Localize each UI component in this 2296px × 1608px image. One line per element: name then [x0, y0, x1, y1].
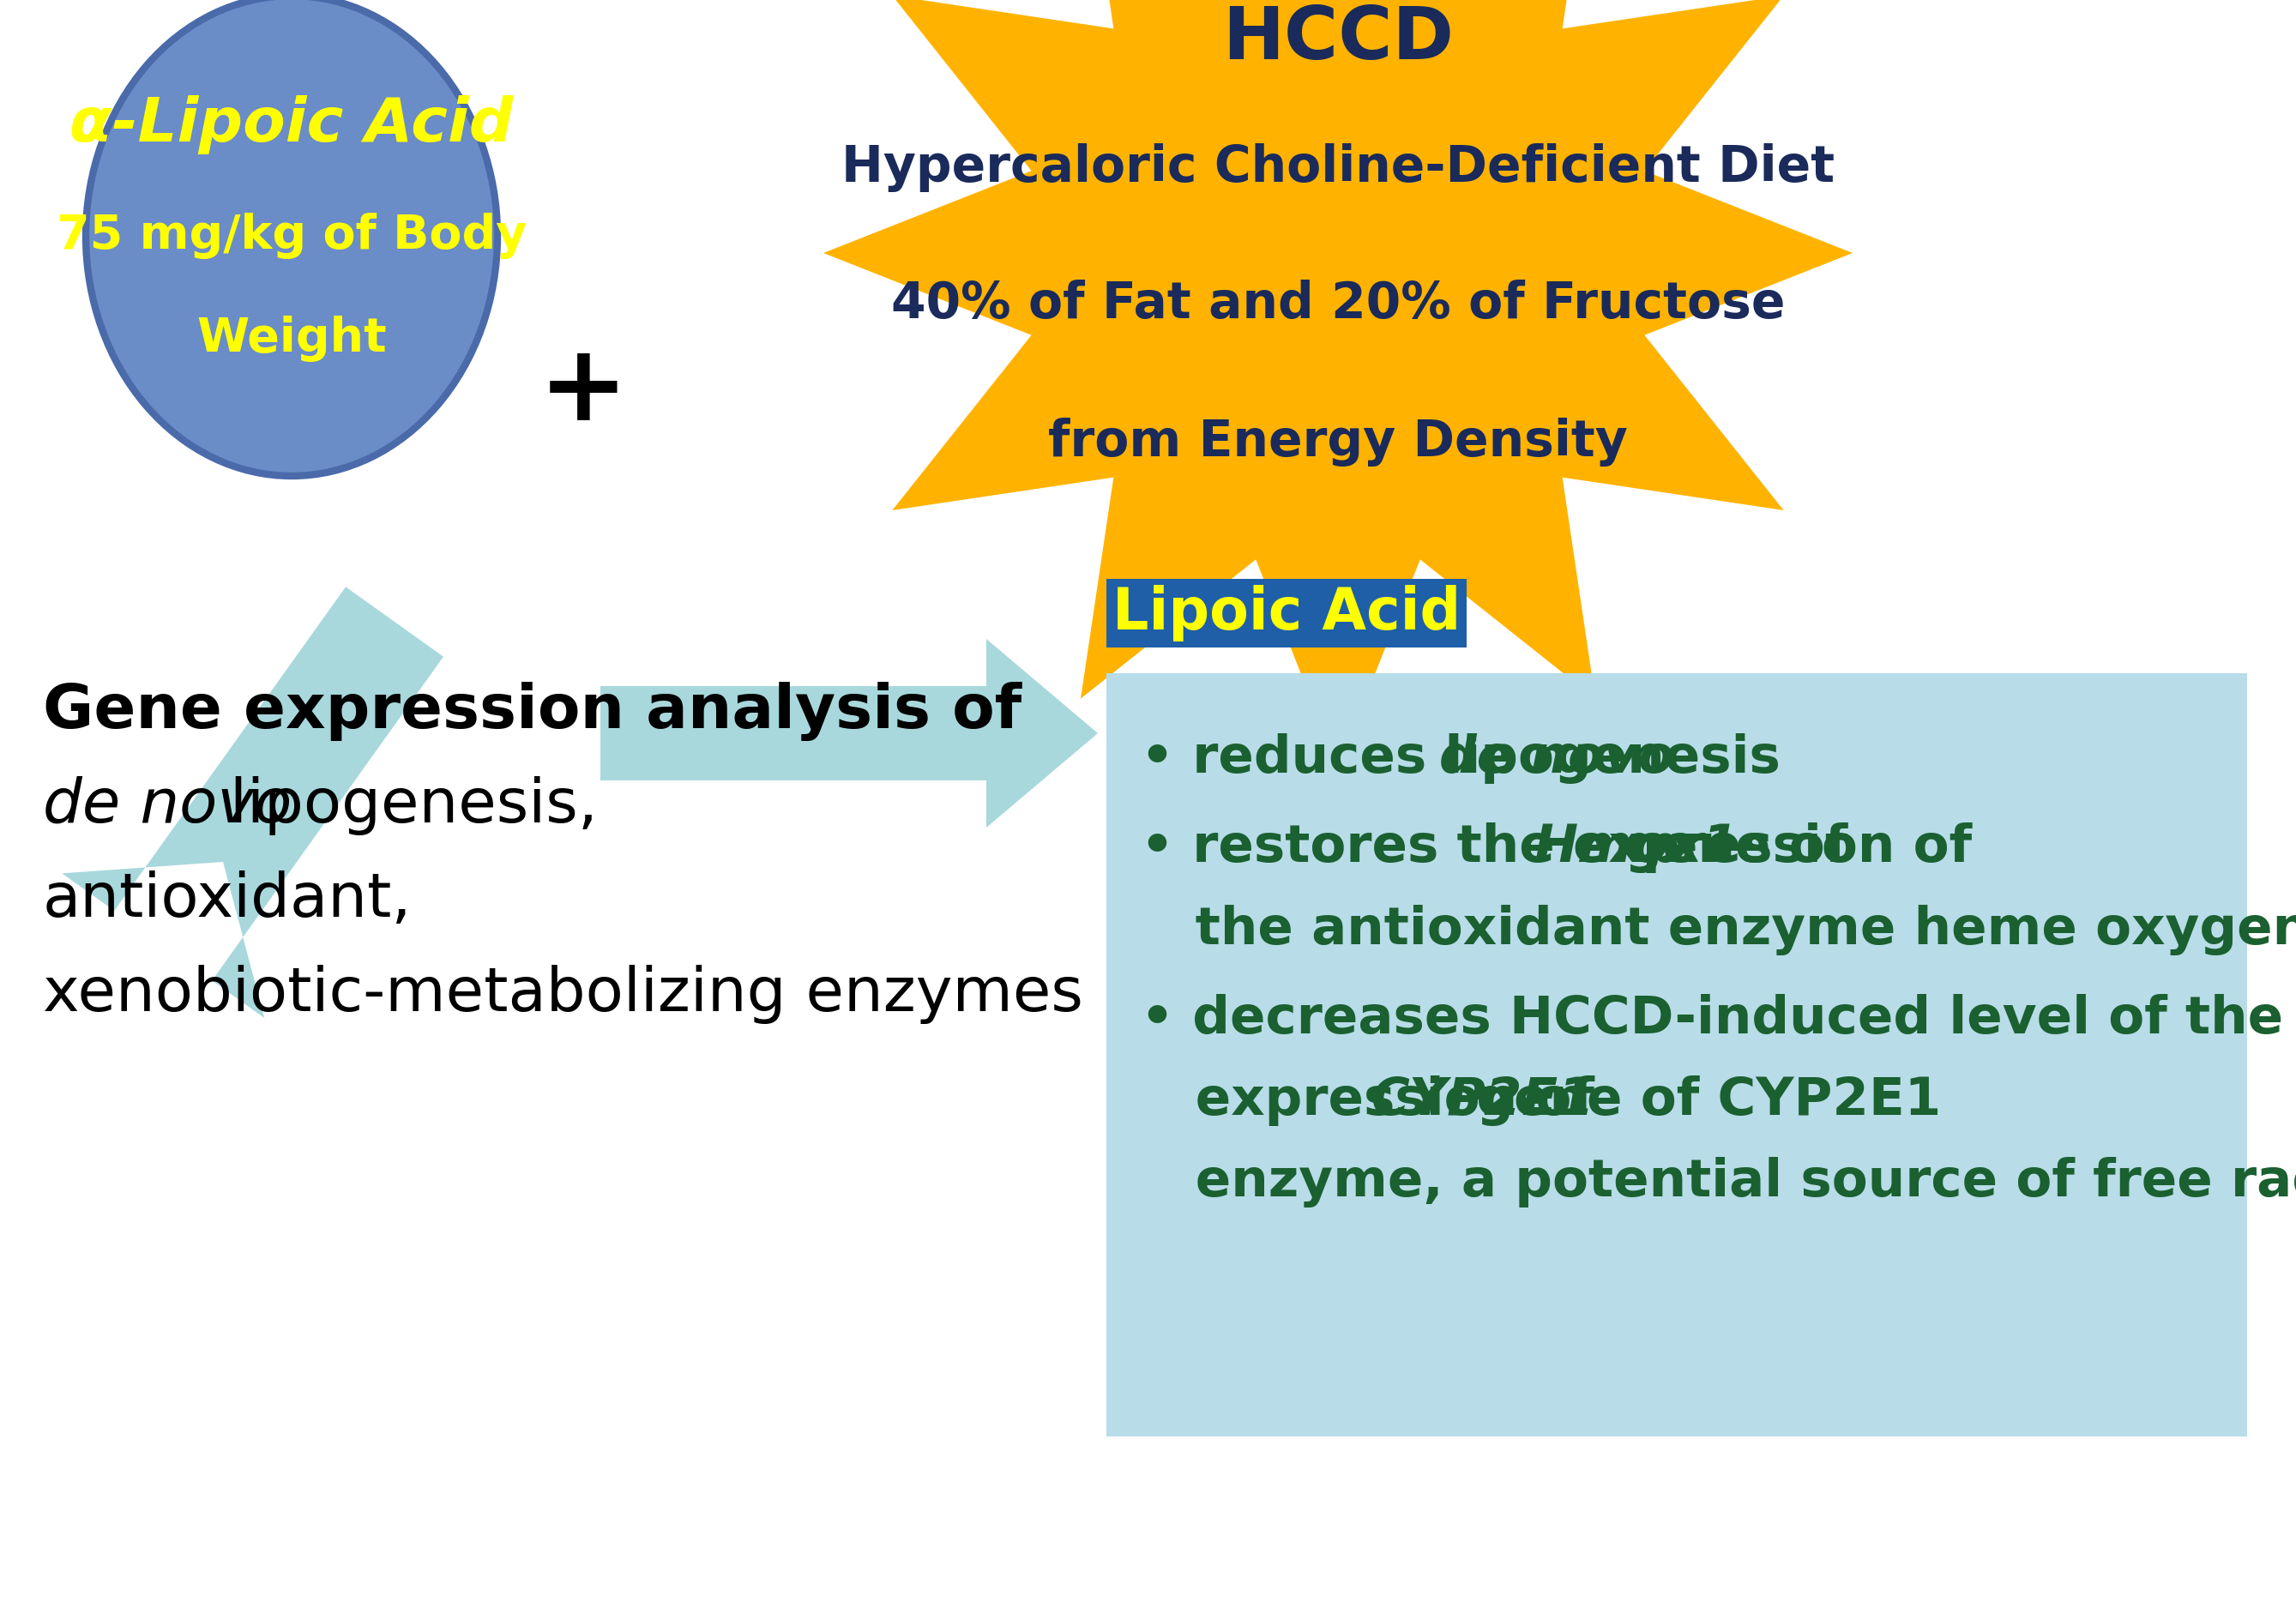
Text: Hmox1: Hmox1: [1534, 823, 1738, 873]
Text: HCCD: HCCD: [1221, 3, 1453, 74]
Text: 40% of Fat and 20% of Fructose: 40% of Fat and 20% of Fructose: [891, 280, 1784, 330]
Text: xenobiotic-metabolizing enzymes: xenobiotic-metabolizing enzymes: [44, 965, 1084, 1024]
Ellipse shape: [85, 0, 498, 476]
Text: gene of CYP2E1: gene of CYP2E1: [1458, 1076, 1942, 1126]
Text: de novo: de novo: [44, 777, 292, 835]
Text: +: +: [537, 338, 629, 442]
Text: expression of: expression of: [1141, 1076, 1612, 1126]
Text: lipogenesis,: lipogenesis,: [211, 777, 597, 835]
Text: enzyme, a potential source of free radicals: enzyme, a potential source of free radic…: [1141, 1156, 2296, 1208]
Text: de novo: de novo: [1440, 733, 1674, 783]
Text: α-Lipoic Acid: α-Lipoic Acid: [69, 95, 514, 154]
Polygon shape: [599, 638, 1097, 828]
Text: Lipoic Acid: Lipoic Acid: [1111, 585, 1460, 642]
Text: from Energy Density: from Energy Density: [1049, 416, 1628, 466]
Text: Weight: Weight: [197, 315, 386, 362]
Text: Gene expression analysis of: Gene expression analysis of: [44, 682, 1022, 741]
Text: Hypercaloric Choline-Deficient Diet: Hypercaloric Choline-Deficient Diet: [840, 143, 1835, 191]
Text: antioxidant,: antioxidant,: [44, 870, 411, 929]
Text: gene of: gene of: [1607, 823, 1848, 873]
Text: • restores the expression of: • restores the expression of: [1141, 823, 1991, 873]
Text: • decreases HCCD-induced level of the: • decreases HCCD-induced level of the: [1141, 994, 2282, 1045]
FancyBboxPatch shape: [1107, 674, 2248, 1436]
Text: the antioxidant enzyme heme oxygenase-1: the antioxidant enzyme heme oxygenase-1: [1141, 904, 2296, 955]
Polygon shape: [824, 0, 1853, 767]
Text: 75 mg/kg of Body: 75 mg/kg of Body: [57, 212, 526, 259]
Polygon shape: [62, 587, 443, 1018]
Text: • reduces lipogenesis: • reduces lipogenesis: [1141, 733, 1798, 783]
Text: CYP2E1: CYP2E1: [1371, 1076, 1596, 1126]
FancyBboxPatch shape: [1107, 579, 1467, 648]
